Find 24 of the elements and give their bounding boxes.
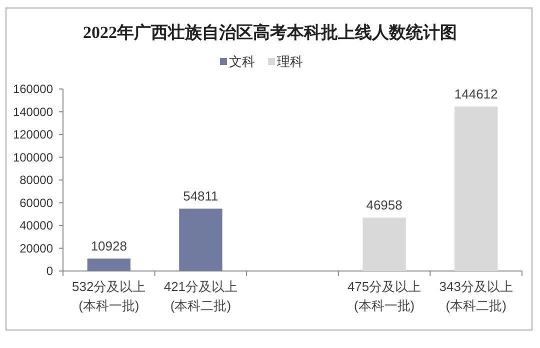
data-label: 46958 (366, 198, 402, 213)
bar (362, 218, 406, 271)
y-tick-label: 120000 (12, 128, 54, 142)
y-tick-label: 60000 (20, 196, 54, 210)
bar (454, 106, 498, 271)
data-label: 144612 (454, 86, 498, 102)
legend-label: 理科 (277, 54, 303, 69)
y-tick-label: 0 (46, 264, 54, 278)
x-tick-label: 421分及以上 (本科二批) (164, 279, 238, 313)
bar (179, 208, 222, 271)
y-tick-label: 20000 (20, 241, 54, 256)
y-tick-label: 100000 (12, 150, 54, 164)
x-tick-label: 532分及以上 (本科一批) (72, 279, 146, 313)
y-tick-label: 160000 (12, 82, 54, 96)
y-tick-label: 80000 (20, 173, 54, 187)
x-tick-label: 343分及以上 (本科二批) (439, 279, 513, 313)
chart-title: 2022年广西壮族自治区高考本科批上线人数统计图 (83, 23, 457, 42)
y-tick-label: 40000 (20, 218, 54, 232)
data-label: 10928 (90, 238, 127, 254)
data-label: 54811 (183, 188, 218, 204)
y-tick-label: 140000 (12, 104, 54, 119)
x-tick-label: 475分及以上 (本科一批) (347, 279, 422, 313)
legend-label: 文科 (229, 54, 255, 69)
bar (87, 258, 130, 271)
